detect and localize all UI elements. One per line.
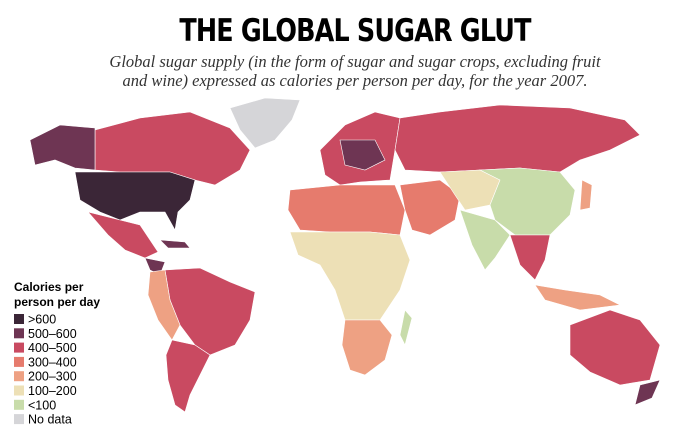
region <box>509 234 551 281</box>
region <box>399 179 461 236</box>
legend-swatch <box>14 314 24 324</box>
legend-swatch <box>14 399 24 410</box>
region <box>147 269 181 341</box>
legend-swatch <box>14 414 24 425</box>
legend-swatch <box>14 342 24 353</box>
legend-label: No data <box>28 413 72 427</box>
subtitle: Global sugar supply (in the form of suga… <box>109 52 601 71</box>
legend-swatch <box>14 356 24 367</box>
legend-label: >600 <box>28 313 56 327</box>
legend-swatch <box>14 328 24 339</box>
region <box>165 339 211 413</box>
region <box>579 179 593 211</box>
legend-label: 100–200 <box>28 384 77 398</box>
region <box>339 139 386 171</box>
region <box>399 309 413 346</box>
region <box>341 319 393 376</box>
legend-label: 400–500 <box>28 341 77 355</box>
legend-title: person per day <box>14 295 100 309</box>
world-map <box>29 97 661 413</box>
legend-label: 200–300 <box>28 370 77 384</box>
subtitle: and wine) expressed as calories per pers… <box>123 71 588 90</box>
region <box>634 379 661 406</box>
title: THE GLOBAL SUGAR GLUT <box>179 13 532 49</box>
legend-swatch <box>14 385 24 396</box>
region <box>74 171 196 231</box>
legend-label: 300–400 <box>28 355 77 369</box>
region <box>569 309 661 386</box>
legend-swatch <box>14 371 24 382</box>
region <box>94 111 251 186</box>
legend-label: 500–600 <box>28 327 77 341</box>
legend-title: Calories per <box>14 280 84 294</box>
region <box>229 97 301 149</box>
region <box>87 211 159 259</box>
legend: Calories per person per day >600500–6004… <box>14 280 100 427</box>
region <box>534 284 622 311</box>
region <box>289 231 411 321</box>
legend-label: <100 <box>28 398 56 412</box>
region <box>287 184 406 236</box>
region <box>459 209 511 271</box>
region <box>394 104 641 173</box>
region <box>29 124 96 171</box>
